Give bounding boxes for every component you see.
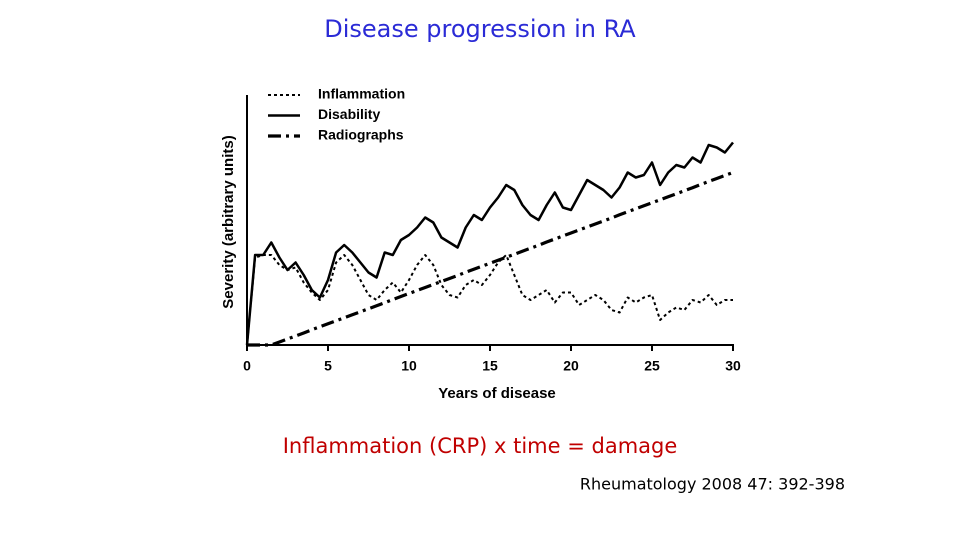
legend-label: Radiographs [318,127,404,143]
y-axis-label: Severity (arbitrary units) [220,135,237,308]
x-tick-label: 0 [243,358,251,374]
x-tick-label: 30 [725,358,741,374]
series-line [245,141,734,346]
x-axis-label: Years of disease [438,385,556,402]
legend-label: Disability [318,106,380,122]
series-line [246,254,733,346]
x-tick-label: 10 [401,358,417,374]
x-tick-label: 20 [563,358,579,374]
caption: Inflammation (CRP) x time = damage [283,434,678,458]
x-tick-label: 25 [644,358,660,374]
x-tick-label: 5 [324,358,332,374]
x-tick-label: 15 [482,358,498,374]
slide-title: Disease progression in RA [324,15,636,43]
citation: Rheumatology 2008 47: 392-398 [580,475,845,494]
series-line [247,170,734,347]
legend-label: Inflammation [318,86,405,102]
